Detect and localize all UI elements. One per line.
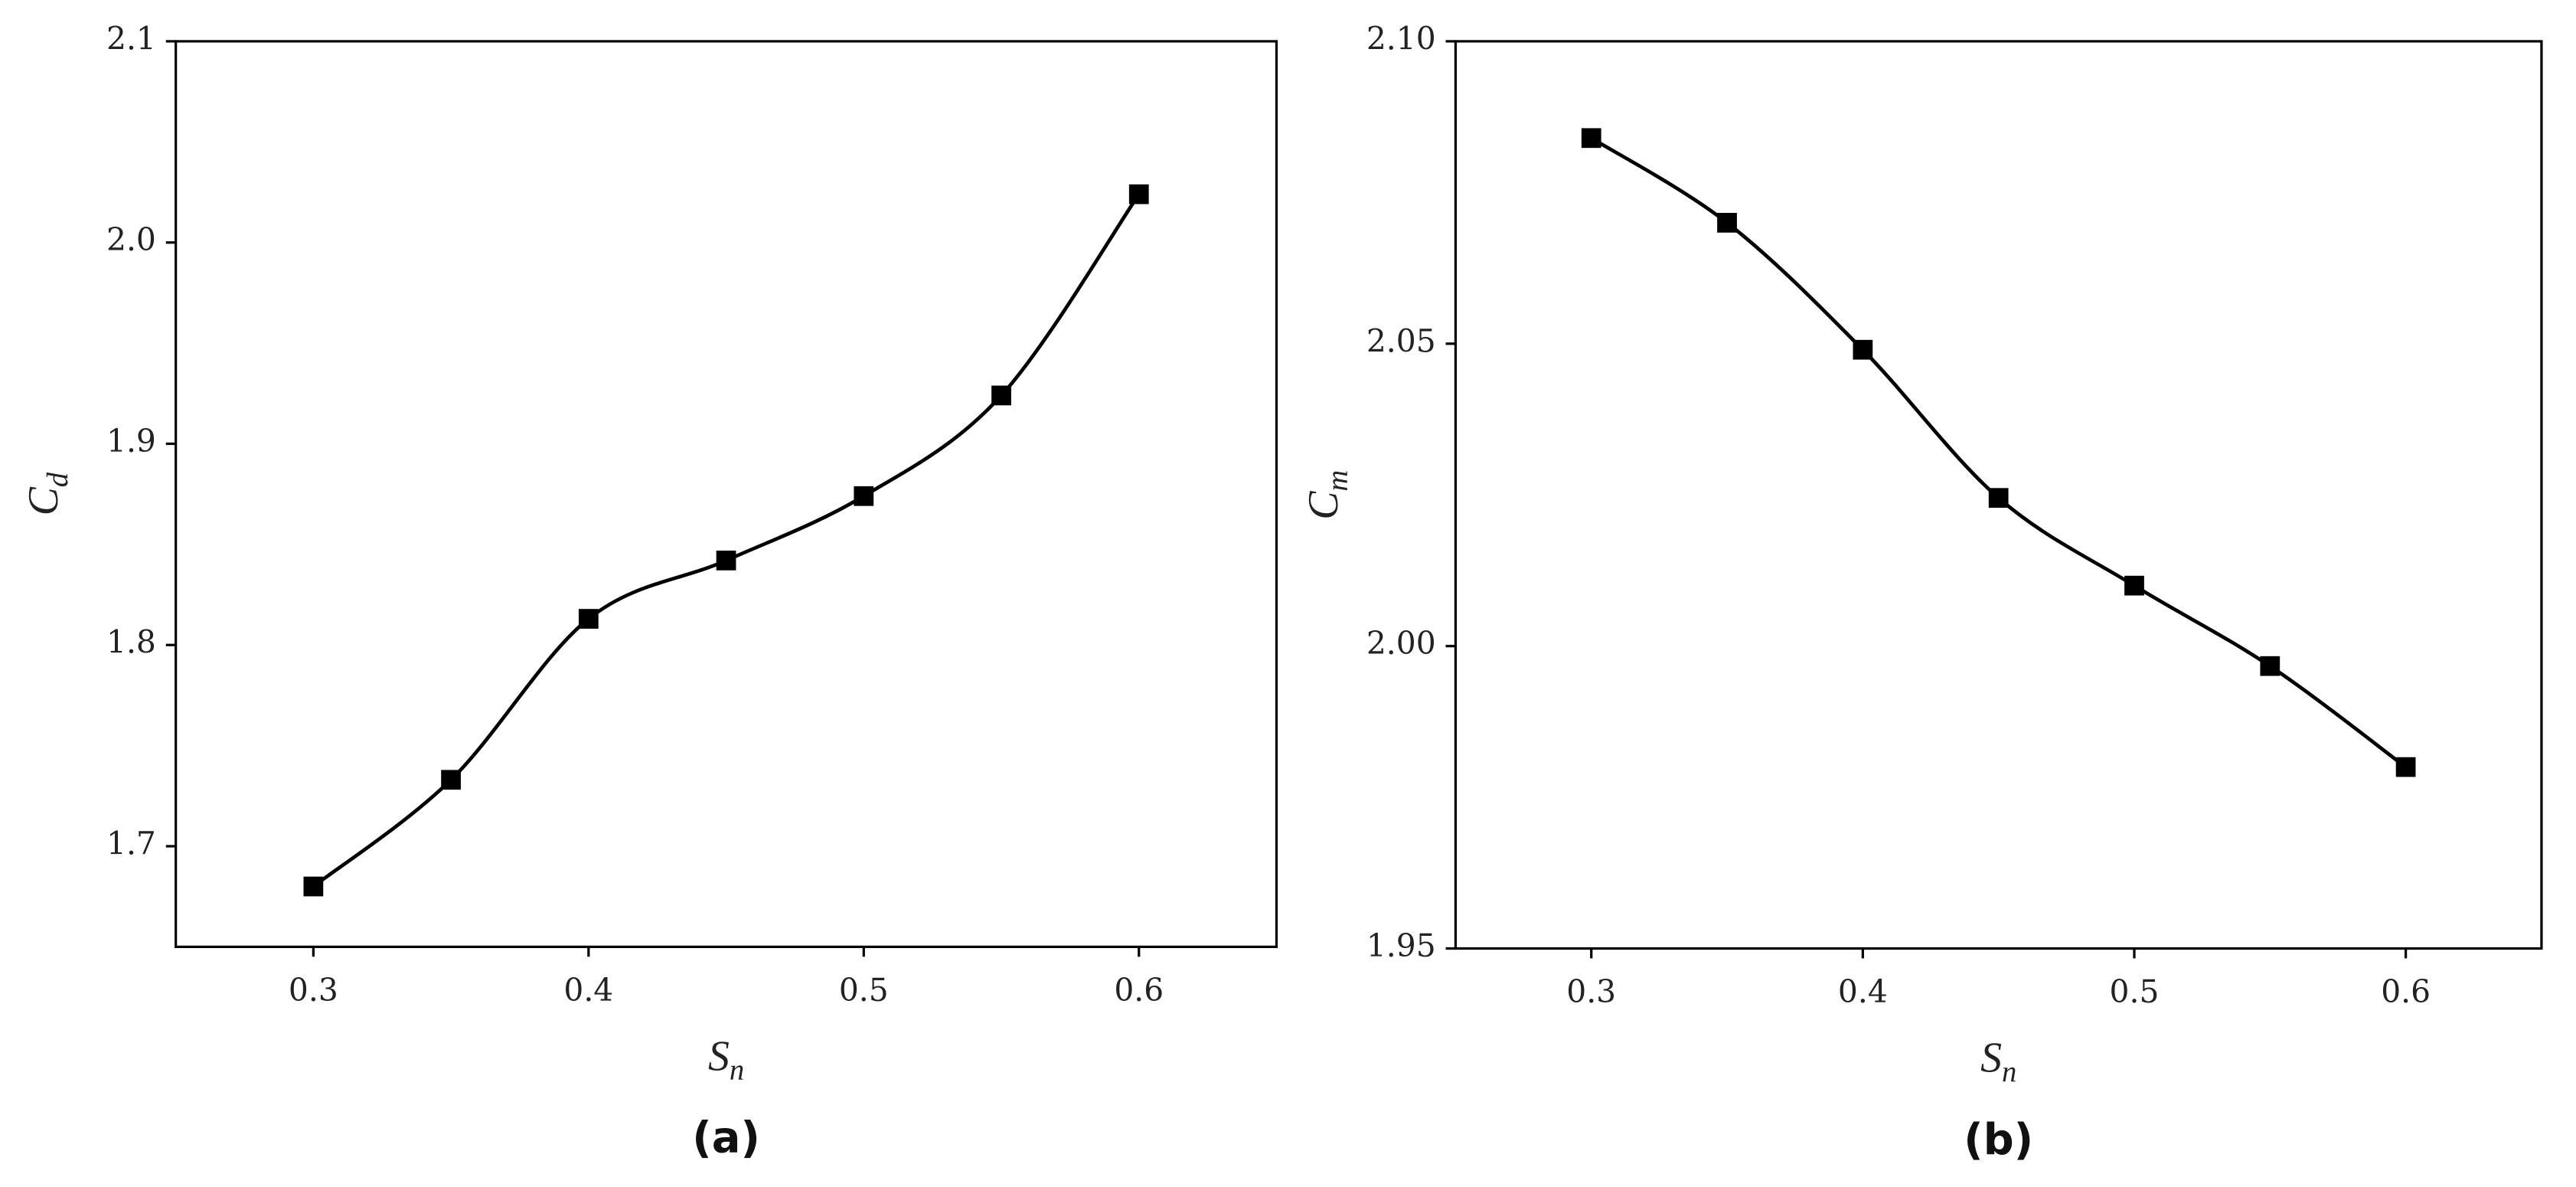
x-tick-label: 0.6 (1114, 972, 1164, 1009)
x-tick-label: 0.6 (2381, 973, 2431, 1010)
x-tick-label: 0.5 (2110, 973, 2160, 1010)
data-marker (303, 876, 324, 897)
y-axis-label: Cm (1300, 470, 1354, 520)
y-tick-label: 1.95 (1366, 927, 1436, 964)
y-tick-label: 2.0 (106, 221, 156, 258)
x-axis-label-main: S (1980, 1034, 2002, 1081)
data-marker (578, 609, 599, 629)
x-axis-label-sub: n (2002, 1056, 2016, 1088)
data-marker (1581, 128, 1601, 149)
x-axis-label: Sn (708, 1032, 744, 1087)
x-tick-label: 0.4 (1838, 973, 1888, 1010)
data-marker (1988, 488, 2009, 508)
panel: 1.95 2.00 2.05 2.10 0.3 0.4 0.5 0.6 Sn Cm (b) (1300, 20, 2543, 1165)
x-tick-label: 0.3 (1566, 973, 1616, 1010)
x-axis-label-sub: n (730, 1055, 744, 1087)
plot-frame (1454, 40, 2543, 950)
y-tick-label: 1.7 (106, 826, 156, 862)
data-marker (1853, 339, 1873, 360)
data-line (1590, 136, 2408, 769)
plot-frame (175, 40, 1278, 949)
panel-label: (a) (692, 1113, 760, 1163)
y-axis-label: Cd (20, 472, 74, 515)
data-marker (2395, 757, 2416, 777)
x-tick-label: 0.3 (289, 972, 338, 1009)
data-marker (716, 551, 736, 571)
y-axis-label-main: C (20, 486, 67, 515)
data-marker (2260, 656, 2281, 676)
x-axis-label: Sn (1980, 1034, 2016, 1088)
panel-label: (b) (1964, 1115, 2033, 1165)
data-line (312, 193, 1141, 888)
data-marker (2124, 575, 2144, 596)
y-tick-label: 2.05 (1366, 322, 1436, 359)
y-axis-label-main: C (1300, 491, 1347, 520)
data-marker (441, 770, 461, 790)
panel: 1.7 1.8 1.9 2.0 2.1 0.3 0.4 0.5 0.6 Sn Cd (a) (20, 20, 1278, 1163)
data-marker (1717, 212, 1737, 233)
data-marker (991, 385, 1011, 406)
data-marker (1128, 184, 1149, 204)
y-tick-label: 2.00 (1366, 625, 1436, 662)
x-axis-label-main: S (708, 1032, 730, 1080)
data-marker (854, 486, 874, 506)
y-tick-label: 1.9 (106, 423, 156, 459)
y-tick-label: 2.1 (106, 20, 156, 57)
y-axis-label-sub: m (1322, 470, 1354, 492)
y-axis-label-sub: d (42, 472, 74, 487)
x-tick-label: 0.5 (839, 972, 889, 1009)
x-tick-label: 0.4 (563, 972, 613, 1009)
y-tick-label: 1.8 (106, 624, 156, 661)
y-tick-label: 2.10 (1366, 20, 1436, 57)
